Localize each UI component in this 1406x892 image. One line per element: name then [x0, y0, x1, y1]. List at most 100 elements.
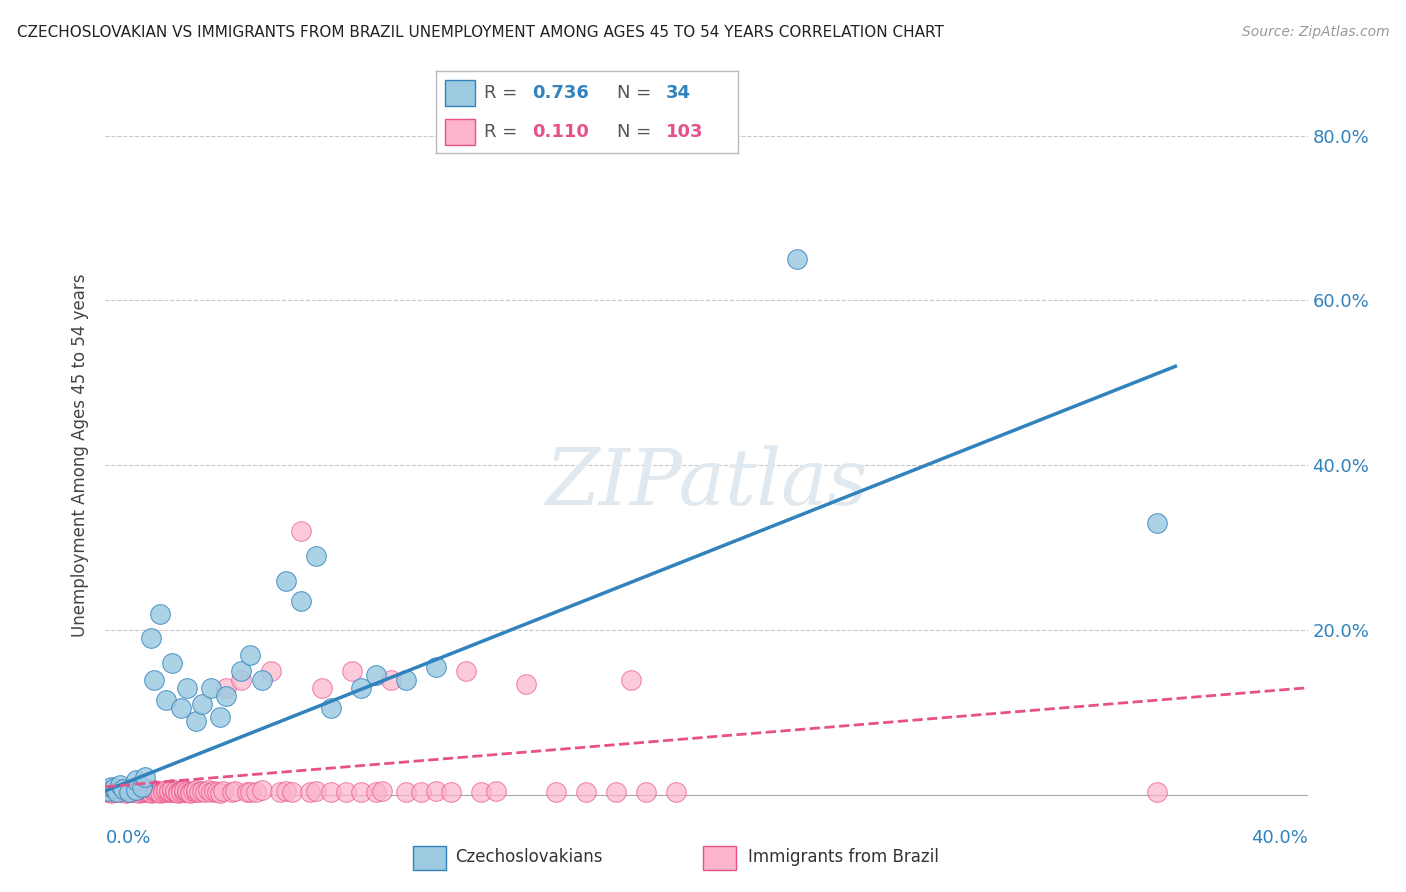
Point [100, 786, 122, 800]
Point [124, 781, 146, 796]
Point [319, 701, 342, 715]
Text: 34: 34 [665, 84, 690, 102]
Point [245, 784, 267, 798]
Point [134, 770, 156, 784]
Text: ZIPatlas: ZIPatlas [546, 445, 868, 521]
Point [425, 784, 447, 798]
Point [124, 783, 146, 797]
Text: 0.110: 0.110 [533, 123, 589, 141]
Point [194, 784, 217, 798]
Point [350, 785, 373, 799]
Point [440, 785, 463, 799]
Point [110, 778, 132, 792]
Point [121, 784, 143, 798]
Point [100, 780, 122, 794]
Point [100, 783, 122, 797]
Text: R =: R = [484, 84, 523, 102]
Point [160, 784, 183, 798]
Point [340, 665, 363, 679]
Point [128, 784, 150, 798]
Point [124, 773, 146, 788]
Point [546, 785, 568, 799]
Text: 0.736: 0.736 [533, 84, 589, 102]
Point [364, 784, 387, 798]
Point [454, 665, 477, 679]
Point [202, 784, 225, 798]
Point [214, 689, 236, 703]
Point [157, 785, 180, 799]
Point [290, 524, 312, 538]
Point [319, 785, 342, 799]
Point [395, 673, 418, 687]
Point [128, 786, 150, 800]
Point [136, 784, 159, 798]
Text: N =: N = [617, 123, 657, 141]
Point [145, 784, 167, 798]
Point [786, 252, 808, 267]
Point [184, 714, 207, 728]
Point [235, 784, 257, 798]
Y-axis label: Unemployment Among Ages 45 to 54 years: Unemployment Among Ages 45 to 54 years [72, 273, 90, 637]
Point [575, 784, 598, 798]
Point [131, 784, 153, 798]
Point [118, 785, 141, 799]
Point [134, 784, 156, 798]
Point [229, 665, 252, 679]
Point [176, 785, 198, 799]
Point [274, 574, 297, 588]
Point [115, 786, 138, 800]
Point [200, 785, 222, 799]
Point [173, 783, 195, 797]
Point [636, 784, 658, 798]
Point [97, 784, 120, 798]
Point [124, 785, 146, 799]
Text: Source: ZipAtlas.com: Source: ZipAtlas.com [1241, 25, 1389, 39]
Point [142, 673, 165, 687]
Point [350, 681, 373, 695]
Point [131, 780, 153, 794]
Point [166, 784, 188, 798]
Text: CZECHOSLOVAKIAN VS IMMIGRANTS FROM BRAZIL UNEMPLOYMENT AMONG AGES 45 TO 54 YEARS: CZECHOSLOVAKIAN VS IMMIGRANTS FROM BRAZI… [17, 25, 943, 40]
FancyBboxPatch shape [703, 846, 737, 871]
Text: 40.0%: 40.0% [1251, 830, 1308, 847]
Point [169, 701, 191, 715]
Point [179, 786, 201, 800]
Point [107, 784, 129, 798]
Text: Immigrants from Brazil: Immigrants from Brazil [748, 848, 939, 866]
Point [190, 698, 212, 712]
Point [139, 632, 162, 646]
Point [298, 784, 321, 798]
Point [290, 594, 312, 608]
Point [134, 783, 156, 797]
Point [142, 784, 165, 798]
Point [155, 784, 177, 798]
Point [139, 782, 162, 797]
Point [665, 785, 688, 799]
Point [110, 782, 132, 797]
Point [485, 784, 508, 798]
Point [169, 785, 191, 799]
Point [335, 784, 357, 798]
Point [515, 676, 537, 690]
Point [380, 673, 402, 687]
Point [163, 785, 186, 799]
Text: Czechoslovakians: Czechoslovakians [456, 848, 603, 866]
Point [184, 783, 207, 797]
Point [112, 784, 135, 798]
Point [269, 784, 291, 798]
Point [190, 784, 212, 798]
Point [305, 549, 328, 563]
Point [470, 784, 492, 798]
Point [1146, 516, 1168, 530]
Text: 0.0%: 0.0% [105, 830, 150, 847]
Point [176, 681, 198, 695]
Point [187, 785, 209, 799]
FancyBboxPatch shape [444, 119, 475, 145]
Point [620, 673, 643, 687]
Point [224, 784, 246, 798]
Point [155, 783, 177, 797]
Point [208, 709, 231, 723]
Point [97, 785, 120, 799]
Point [160, 656, 183, 670]
Point [208, 786, 231, 800]
